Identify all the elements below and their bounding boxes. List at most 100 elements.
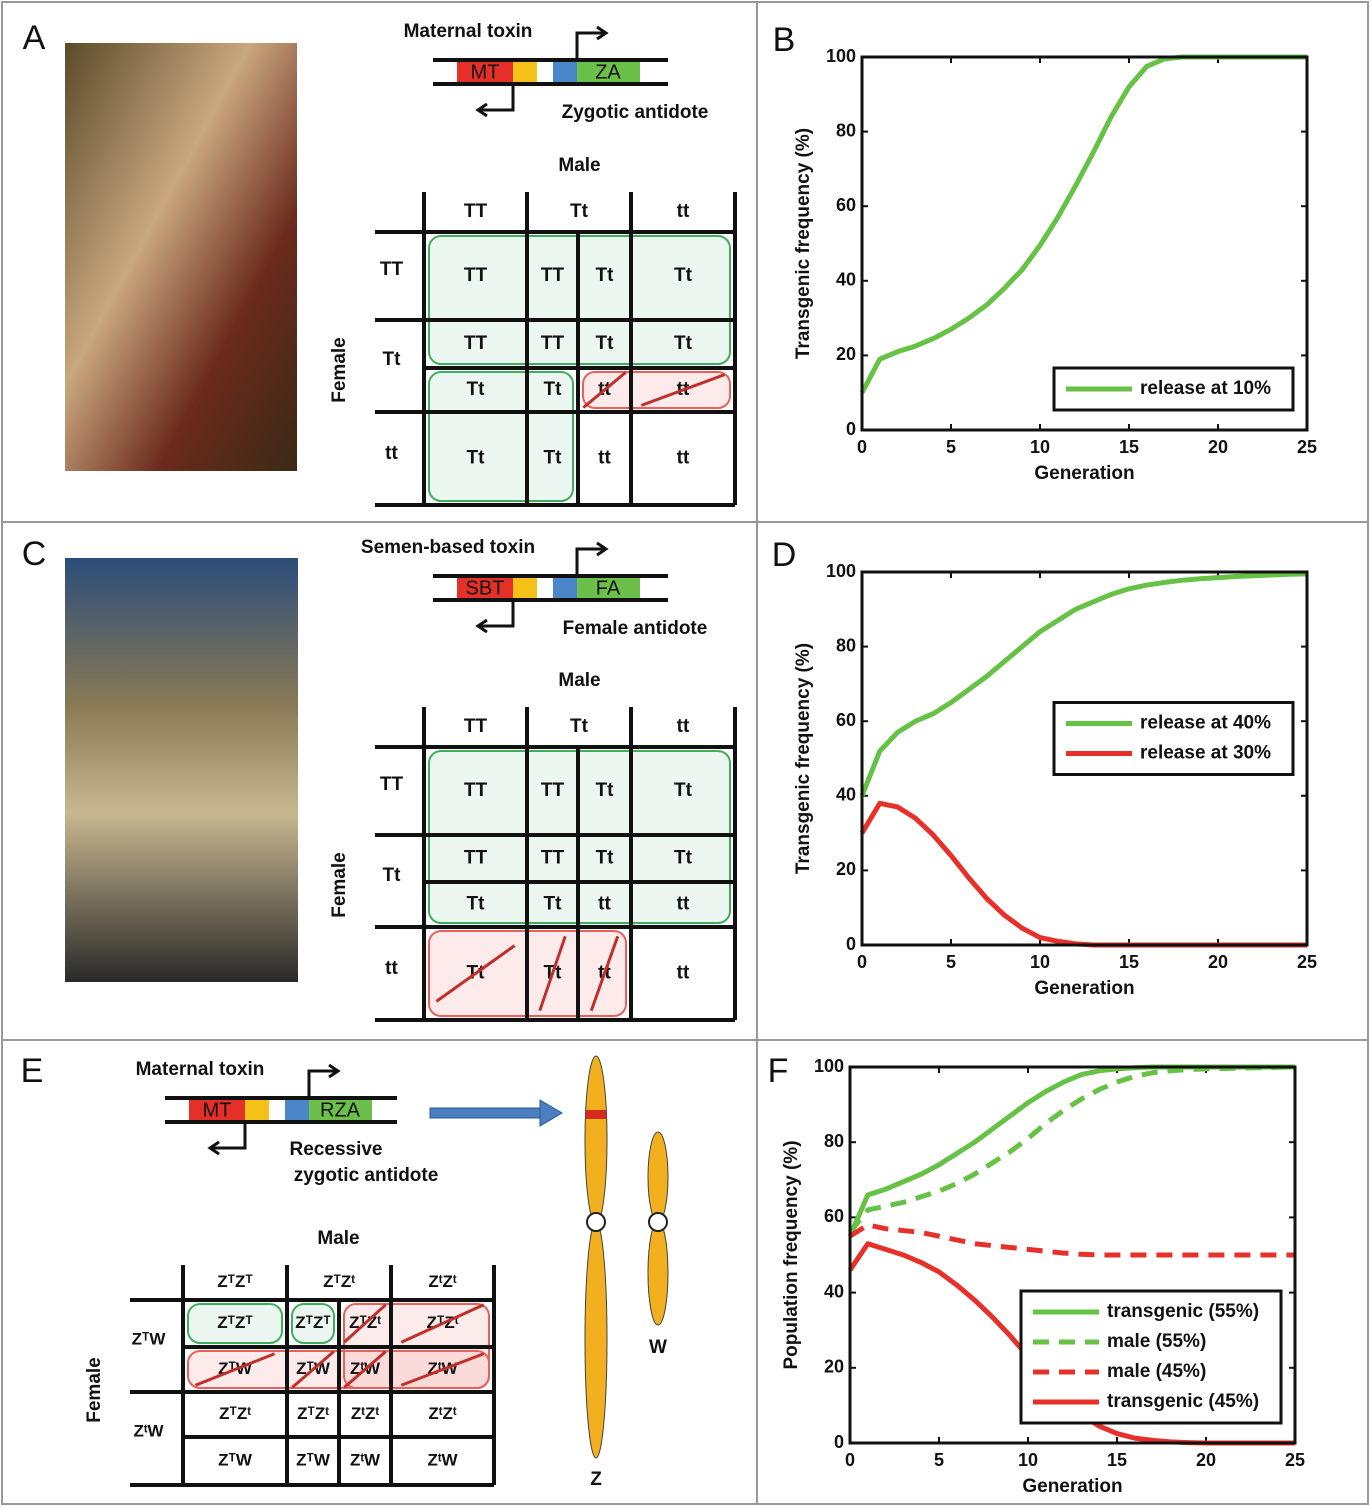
y-tick-label: 80 (824, 1131, 844, 1151)
table-cell: Tt (596, 848, 615, 869)
panel-letter: E (21, 1052, 44, 1090)
row-header: TT (380, 259, 404, 280)
column-header: TT (464, 201, 488, 222)
y-tick-label: 100 (826, 46, 856, 66)
construct-label: Zygotic antidote (562, 102, 709, 123)
table-cell: Tt (596, 265, 615, 286)
painting (65, 558, 298, 982)
row-header: TT (380, 774, 404, 795)
construct-label: Maternal toxin (136, 1059, 265, 1080)
x-axis-label: Generation (1022, 1476, 1122, 1497)
x-tick-label: 10 (1018, 1450, 1038, 1470)
x-tick-label: 25 (1297, 437, 1317, 457)
table-cell: tt (677, 894, 690, 915)
table-cell: ZᵀZᵗ (219, 1404, 251, 1423)
promoter-arrow (478, 600, 513, 632)
table-cell: TT (541, 780, 565, 801)
x-axis-label: Generation (1034, 463, 1134, 484)
table-cell: Tt (544, 448, 563, 469)
row-header: tt (385, 443, 398, 464)
painting (65, 43, 297, 471)
x-tick-label: 20 (1208, 952, 1228, 972)
column-header: ZᵀZᵀ (217, 1272, 253, 1291)
legend-label: transgenic (55%) (1107, 1301, 1259, 1322)
panel-letter: A (23, 19, 46, 57)
x-tick-label: 10 (1030, 952, 1050, 972)
chromosome-z (585, 1056, 607, 1458)
table-cell: ZᵀZᵗ (297, 1404, 329, 1423)
column-header: tt (677, 201, 690, 222)
table-cell: ZᵗZᵗ (428, 1404, 456, 1423)
legend-label: release at 10% (1140, 378, 1271, 399)
promoter-arrow (309, 1065, 338, 1098)
chromosome-label: W (649, 1337, 667, 1358)
toxin-gene: MT (203, 1099, 232, 1121)
row-header: Tt (383, 865, 402, 886)
y-axis-label: Transgenic frequency (%) (793, 643, 814, 874)
table-cell: ZᵗW (350, 1450, 381, 1469)
x-tick-label: 15 (1119, 437, 1139, 457)
table-cell: Tt (674, 333, 693, 354)
table-cell: ZᵀZᵀ (295, 1313, 331, 1332)
x-tick-label: 0 (845, 1450, 855, 1470)
antidote-gene: RZA (320, 1099, 361, 1121)
table-cell: Tt (596, 780, 615, 801)
legend-label: male (45%) (1107, 1361, 1206, 1382)
column-header: TT (464, 716, 488, 737)
construct-block (269, 1100, 285, 1120)
x-tick-label: 10 (1030, 437, 1050, 457)
x-tick-label: 0 (857, 952, 867, 972)
panel-letter: D (772, 536, 797, 574)
y-tick-label: 40 (824, 1281, 844, 1301)
data-line (850, 1067, 1295, 1232)
panel-letter: B (773, 21, 796, 59)
table-cell: Tt (544, 379, 563, 400)
promoter-arrow (210, 1122, 245, 1154)
construct-block (513, 62, 537, 82)
y-tick-label: 0 (834, 1432, 844, 1452)
legend-label: release at 40% (1140, 713, 1271, 734)
table-cell: tt (677, 963, 690, 984)
toxin-gene: SBT (466, 577, 505, 599)
y-tick-label: 20 (824, 1357, 844, 1377)
y-tick-label: 20 (836, 344, 856, 364)
table-cell: ZᵀZᵀ (217, 1313, 253, 1332)
data-line (850, 1067, 1295, 1236)
table-cell: TT (541, 848, 565, 869)
male-label: Male (317, 1228, 359, 1249)
y-tick-label: 40 (836, 270, 856, 290)
table-cell: tt (598, 448, 611, 469)
construct-label: Semen-based toxin (361, 537, 535, 558)
table-cell: Tt (467, 448, 486, 469)
male-label: Male (558, 155, 600, 176)
table-cell: Tt (544, 894, 563, 915)
y-tick-label: 80 (836, 120, 856, 140)
x-tick-label: 5 (946, 437, 956, 457)
column-header: ZᵀZᵗ (323, 1272, 355, 1291)
table-cell: TT (464, 333, 488, 354)
column-header: Tt (570, 716, 589, 737)
y-tick-label: 100 (826, 561, 856, 581)
promoter-arrow (577, 543, 606, 576)
construct-label: zygotic antidote (294, 1165, 439, 1186)
table-cell: Tt (467, 379, 486, 400)
data-line (862, 57, 1307, 393)
panel-letter: C (22, 535, 47, 573)
row-header: ZᵗW (133, 1421, 164, 1440)
table-cell: Tt (674, 265, 693, 286)
row-header: ZᵀW (132, 1329, 167, 1348)
construct-label: Maternal toxin (404, 21, 533, 42)
column-header: ZᵗZᵗ (428, 1272, 456, 1291)
x-tick-label: 20 (1196, 1450, 1216, 1470)
y-axis-label: Transgenic frequency (%) (793, 128, 814, 359)
table-cell: ZᵗZᵗ (351, 1404, 379, 1423)
y-tick-label: 100 (814, 1056, 844, 1076)
table-cell: Tt (674, 780, 693, 801)
y-tick-label: 80 (836, 635, 856, 655)
construct-block (553, 62, 577, 82)
x-tick-label: 0 (857, 437, 867, 457)
table-cell: TT (541, 333, 565, 354)
table-cell: ZᵀW (296, 1450, 331, 1469)
y-tick-label: 0 (846, 934, 856, 954)
figure: A C E Z W MTZAMaternal toxinZygotic anti… (0, 0, 1371, 1507)
